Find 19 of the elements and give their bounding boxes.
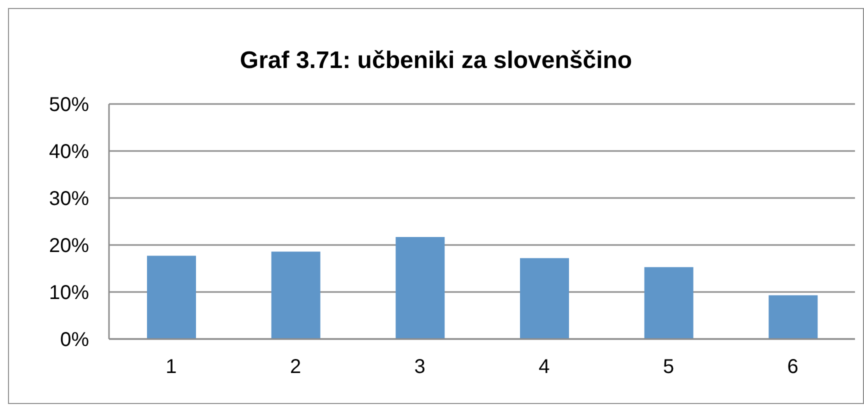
y-tick-label: 0% xyxy=(60,329,90,352)
bar xyxy=(271,252,320,339)
y-tick-label: 50% xyxy=(48,94,90,116)
x-tick-label: 3 xyxy=(414,356,426,378)
x-tick-label: 2 xyxy=(290,356,302,378)
bar xyxy=(644,267,694,339)
y-tick-label: 40% xyxy=(48,141,90,164)
y-tick-label: 10% xyxy=(48,282,90,304)
x-tick-label: 1 xyxy=(166,356,177,378)
bar xyxy=(147,256,196,339)
chart-title: Graf 3.71: učbeniki za slovenščino xyxy=(238,47,634,75)
bar xyxy=(520,258,569,339)
bar xyxy=(768,295,818,339)
x-tick-label: 4 xyxy=(538,356,550,378)
y-tick-label: 30% xyxy=(48,188,90,210)
x-tick-label: 6 xyxy=(787,356,798,378)
bar xyxy=(396,237,445,339)
x-tick-label: 5 xyxy=(662,356,674,378)
y-tick-label: 20% xyxy=(48,235,90,258)
